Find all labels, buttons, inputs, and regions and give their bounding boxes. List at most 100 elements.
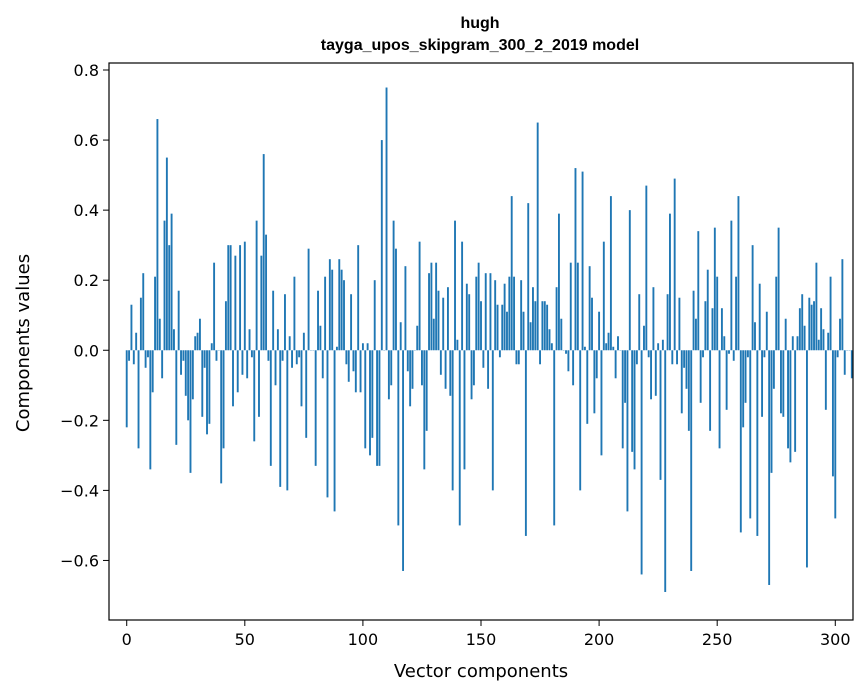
bar-179 xyxy=(548,329,551,351)
bar-83 xyxy=(321,350,324,379)
bar-292 xyxy=(815,262,818,351)
bar-65 xyxy=(279,350,282,487)
bar-28 xyxy=(191,350,194,400)
bar-140 xyxy=(456,339,459,351)
x-tick-label: 250 xyxy=(702,630,733,649)
bar-72 xyxy=(295,350,298,365)
bar-118 xyxy=(404,266,407,351)
y-axis: −0.6 −0.4 −0.2 0.0 0.2 0.4 0.6 0.8 xyxy=(60,61,109,570)
bar-128 xyxy=(428,273,430,351)
bar-87 xyxy=(331,269,334,351)
bar-51 xyxy=(246,350,249,379)
bar-247 xyxy=(709,350,712,431)
bar-129 xyxy=(430,262,433,351)
bar-49 xyxy=(241,350,244,375)
bar-279 xyxy=(784,318,787,351)
bar-52 xyxy=(248,329,251,351)
bar-192 xyxy=(579,350,582,491)
bar-159 xyxy=(501,304,504,351)
bar-260 xyxy=(739,350,742,533)
y-axis-label: Components values xyxy=(13,254,34,432)
bar-205 xyxy=(609,196,612,351)
bar-227 xyxy=(661,339,664,351)
bar-123 xyxy=(416,325,419,351)
bar-283 xyxy=(794,350,797,452)
y-tick-label: −0.4 xyxy=(60,481,99,500)
bar-115 xyxy=(397,350,400,526)
bar-74 xyxy=(300,350,303,407)
bar-285 xyxy=(798,308,801,351)
bar-119 xyxy=(406,350,409,372)
bar-70 xyxy=(291,350,293,368)
bar-14 xyxy=(158,318,161,351)
bar-165 xyxy=(515,350,518,365)
bar-61 xyxy=(269,350,272,466)
bar-173 xyxy=(534,301,537,351)
bar-21 xyxy=(175,350,178,445)
bar-23 xyxy=(180,350,182,375)
bar-249 xyxy=(713,227,716,351)
bar-76 xyxy=(305,350,308,438)
bar-96 xyxy=(352,350,355,372)
bar-88 xyxy=(333,350,336,512)
bar-230 xyxy=(669,213,671,351)
bar-196 xyxy=(588,266,591,351)
bar-187 xyxy=(567,350,570,372)
bar-56 xyxy=(258,350,260,417)
bar-0 xyxy=(125,350,128,428)
bar-239 xyxy=(690,350,693,571)
bar-82 xyxy=(319,325,322,351)
bar-266 xyxy=(754,322,756,351)
bar-2 xyxy=(130,304,133,351)
bar-112 xyxy=(390,350,393,386)
bar-125 xyxy=(421,350,423,386)
bar-220 xyxy=(645,185,648,351)
bar-150 xyxy=(480,301,482,351)
bar-134 xyxy=(442,297,445,351)
x-tick-label: 0 xyxy=(122,630,132,649)
bar-295 xyxy=(822,329,825,351)
bar-94 xyxy=(347,350,350,382)
bar-97 xyxy=(354,350,357,393)
bar-189 xyxy=(572,350,575,386)
bar-214 xyxy=(631,350,634,452)
bar-238 xyxy=(687,350,690,431)
bar-288 xyxy=(806,350,808,568)
bar-13 xyxy=(156,119,159,351)
bar-7 xyxy=(142,273,145,351)
bar-86 xyxy=(328,259,331,351)
bar-137 xyxy=(449,350,452,396)
bar-34 xyxy=(206,350,208,435)
bar-149 xyxy=(477,262,480,351)
bar-43 xyxy=(227,245,230,351)
bar-55 xyxy=(255,220,258,351)
bar-27 xyxy=(189,350,192,473)
bar-199 xyxy=(595,350,598,379)
bar-53 xyxy=(250,350,253,358)
bar-132 xyxy=(437,290,440,351)
bar-131 xyxy=(435,262,438,351)
bar-236 xyxy=(683,350,686,368)
bar-66 xyxy=(281,350,284,361)
bar-198 xyxy=(593,350,596,414)
bar-271 xyxy=(765,311,768,351)
bar-206 xyxy=(612,346,615,351)
bar-36 xyxy=(210,343,213,351)
bar-212 xyxy=(626,350,629,512)
bar-20 xyxy=(173,329,175,351)
bar-229 xyxy=(666,294,669,351)
bar-103 xyxy=(369,350,371,456)
bar-16 xyxy=(163,220,166,351)
bar-183 xyxy=(558,213,560,351)
bar-68 xyxy=(286,350,289,491)
bar-211 xyxy=(624,350,627,403)
bar-38 xyxy=(215,350,218,361)
bar-160 xyxy=(503,283,506,351)
bar-169 xyxy=(524,350,527,536)
bar-241 xyxy=(694,318,697,351)
bar-232 xyxy=(673,178,676,351)
bar-180 xyxy=(550,343,553,351)
bar-170 xyxy=(527,203,530,351)
bar-69 xyxy=(288,336,291,351)
